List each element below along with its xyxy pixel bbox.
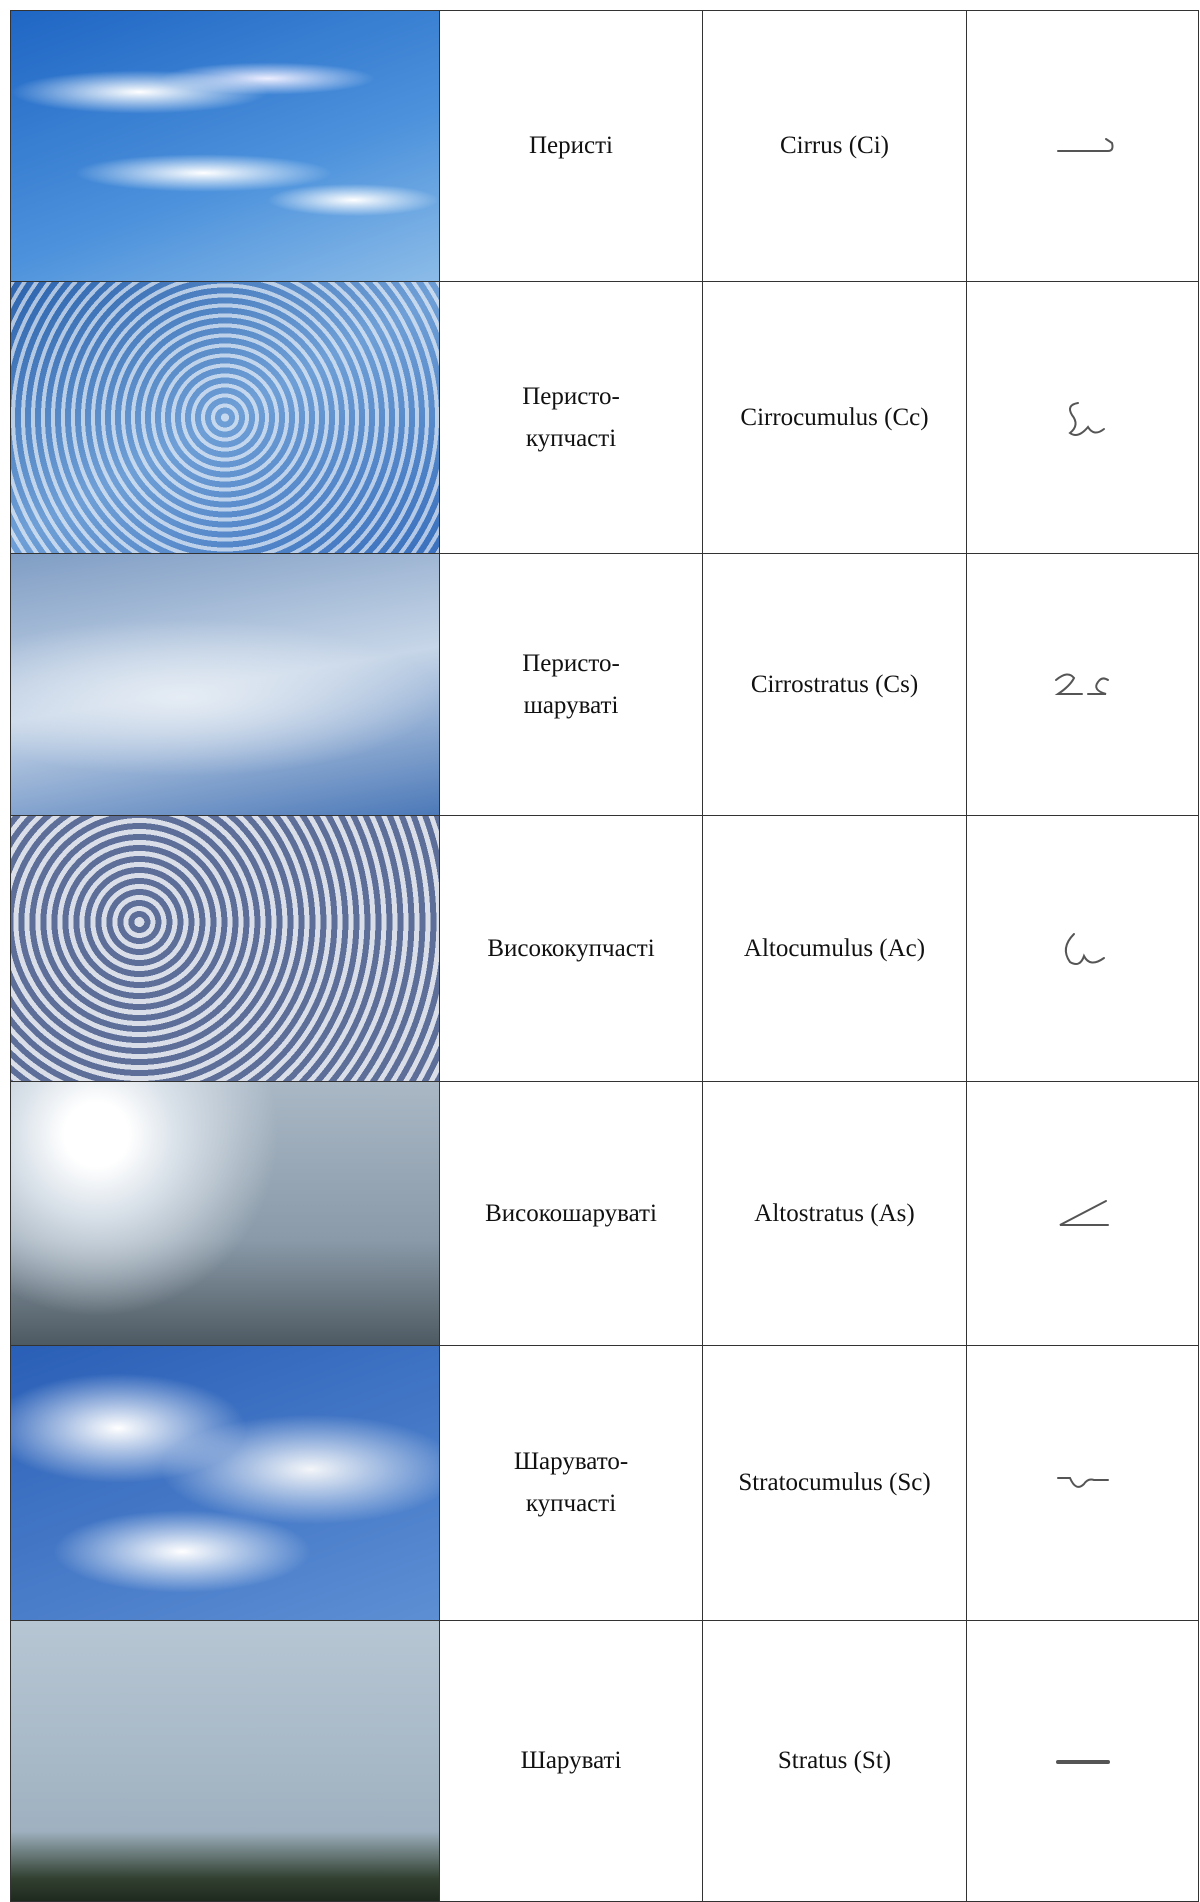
symbol-cell <box>967 11 1199 281</box>
photo-cell <box>11 1082 440 1345</box>
table-row: Висококупчасті Altocumulus (Ac) <box>11 816 1199 1082</box>
symbol-stroke <box>1058 139 1113 151</box>
name-lines: Шарувато-купчасті <box>514 1441 628 1525</box>
photo-cell <box>11 554 440 815</box>
cloud-symbol <box>1048 121 1118 171</box>
name-line: Шаруваті <box>521 1740 622 1782</box>
symbol-cell <box>967 816 1199 1081</box>
latin-name-cell: Altostratus (As) <box>703 1082 967 1345</box>
symbol-stroke <box>1058 1478 1108 1487</box>
table-row: Високошаруваті Altostratus (As) <box>11 1082 1199 1346</box>
ukrainian-name-cell: Шаруваті <box>440 1621 703 1901</box>
symbol-stroke <box>1056 674 1108 694</box>
photo-cell <box>11 816 440 1081</box>
ukrainian-name-cell: Шарувато-купчасті <box>440 1346 703 1620</box>
table-row: Перисто-купчасті Cirrocumulus (Cc) <box>11 282 1199 554</box>
symbol-cell <box>967 554 1199 815</box>
photo-cell <box>11 11 440 281</box>
table-row: Перисті Cirrus (Ci) <box>11 11 1199 282</box>
cloud-photo <box>11 282 439 553</box>
symbol-cell <box>967 282 1199 553</box>
symbol-stroke <box>1065 934 1103 964</box>
latin-name-cell: Stratocumulus (Sc) <box>703 1346 967 1620</box>
symbol-cell <box>967 1621 1199 1901</box>
symbol-cell <box>967 1346 1199 1620</box>
cloud-symbol <box>1048 393 1118 443</box>
cloud-photo <box>11 816 439 1081</box>
latin-name: Cirrocumulus (Cc) <box>710 397 958 439</box>
cloud-symbol <box>1048 1189 1118 1239</box>
cloud-table: Перисті Cirrus (Ci) Перисто-купчасті Cirroc… <box>10 10 1199 1902</box>
page: {"table":{"rows":[ [["Перисті"],"Cirrus … <box>0 0 1200 1901</box>
name-line: Шарувато- <box>514 1441 628 1483</box>
photo-cell <box>11 1346 440 1620</box>
latin-name-cell: Cirrocumulus (Cc) <box>703 282 967 553</box>
name-lines: Перисто-шаруваті <box>522 643 620 727</box>
cloud-photo <box>11 11 439 281</box>
latin-name: Cirrus (Ci) <box>750 125 919 167</box>
cloud-photo <box>11 1082 439 1345</box>
ukrainian-name-cell: Перисті <box>440 11 703 281</box>
name-lines: Перисті <box>529 125 613 167</box>
name-lines: Високошаруваті <box>485 1193 657 1235</box>
latin-name: Altostratus (As) <box>724 1193 944 1235</box>
name-line: купчасті <box>514 1483 628 1525</box>
symbol-stroke <box>1060 1201 1108 1225</box>
symbol-cell <box>967 1082 1199 1345</box>
photo-cell <box>11 282 440 553</box>
ukrainian-name-cell: Перисто-шаруваті <box>440 554 703 815</box>
name-lines: Висококупчасті <box>487 928 654 970</box>
name-line: Високошаруваті <box>485 1193 657 1235</box>
cloud-symbol <box>1048 1736 1118 1786</box>
latin-name: Cirrostratus (Cs) <box>721 664 948 706</box>
cloud-symbol <box>1048 1458 1118 1508</box>
latin-name-cell: Cirrostratus (Cs) <box>703 554 967 815</box>
name-line: шаруваті <box>522 685 620 727</box>
cloud-symbol <box>1048 660 1118 710</box>
ukrainian-name-cell: Високошаруваті <box>440 1082 703 1345</box>
name-line: купчасті <box>522 418 620 460</box>
name-lines: Перисто-купчасті <box>522 376 620 460</box>
symbol-stroke <box>1070 403 1104 435</box>
latin-name: Stratocumulus (Sc) <box>708 1462 960 1504</box>
latin-name-cell: Stratus (St) <box>703 1621 967 1901</box>
ukrainian-name-cell: Перисто-купчасті <box>440 282 703 553</box>
photo-cell <box>11 1621 440 1901</box>
ukrainian-name-cell: Висококупчасті <box>440 816 703 1081</box>
cloud-photo <box>11 1621 439 1901</box>
table-row: Шарувато-купчасті Stratocumulus (Sc) <box>11 1346 1199 1621</box>
cloud-photo <box>11 554 439 815</box>
latin-name: Altocumulus (Ac) <box>714 928 955 970</box>
cloud-photo <box>11 1346 439 1620</box>
latin-name-cell: Altocumulus (Ac) <box>703 816 967 1081</box>
name-line: Перисті <box>529 125 613 167</box>
name-lines: Шаруваті <box>521 1740 622 1782</box>
name-line: Перисто- <box>522 643 620 685</box>
table-row: Перисто-шаруваті Cirrostratus (Cs) <box>11 554 1199 816</box>
cloud-symbol <box>1048 924 1118 974</box>
latin-name: Stratus (St) <box>748 1740 921 1782</box>
name-line: Перисто- <box>522 376 620 418</box>
name-line: Висококупчасті <box>487 928 654 970</box>
latin-name-cell: Cirrus (Ci) <box>703 11 967 281</box>
table-row: Шаруваті Stratus (St) <box>11 1621 1199 1902</box>
